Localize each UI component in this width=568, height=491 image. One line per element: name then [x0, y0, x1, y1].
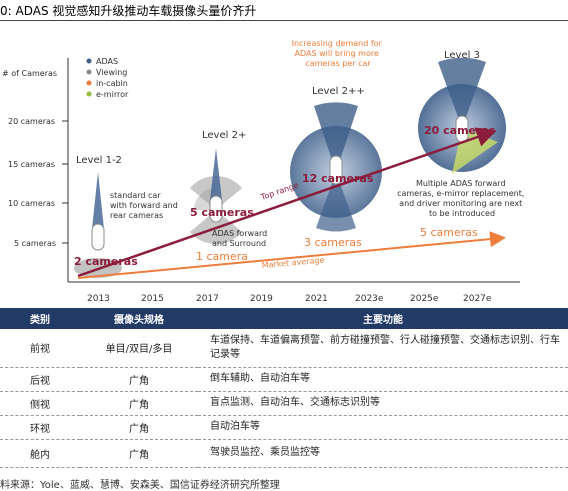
- forward-camera-cone: [92, 172, 104, 229]
- level-1-2-group: Level 1-2 standard car with forward and …: [74, 155, 180, 278]
- x-tick-label: 2025e: [410, 294, 439, 304]
- category-cell: 环视: [0, 415, 80, 440]
- figure-title: 0: ADAS 视觉感知升级推动车载摄像头量价齐升: [0, 4, 257, 18]
- title-divider: [0, 20, 568, 21]
- level-2-plus-group: Level 2+ 5 cameras ADAS forward and Surr…: [190, 130, 270, 263]
- spec-cell: 广角: [80, 415, 198, 440]
- x-tick-label: 2013: [87, 294, 110, 304]
- car-icon: [329, 155, 343, 185]
- x-tick-label: 2019: [250, 294, 273, 304]
- forward-camera-cone: [210, 148, 222, 200]
- spec-cell: 广角: [80, 439, 198, 468]
- y-tick-label: 20 cameras: [8, 117, 55, 126]
- level-1-2-desc: standard car with forward and rear camer…: [110, 191, 180, 220]
- source-note: 料来源：Yole、蓝威、慧博、安森美、国信证券经济研究所整理: [0, 480, 280, 491]
- function-cell: 车道保持、车道偏离预警、前方碰撞预警、行人碰撞预警、交通标志识别、行车记录等: [198, 329, 568, 368]
- car-icon: [91, 223, 105, 251]
- function-cell: 自动泊车等: [198, 415, 568, 440]
- category-cell: 侧视: [0, 391, 80, 416]
- function-cell: 倒车辅助、自动泊车等: [198, 367, 568, 392]
- x-tick-label: 2017: [196, 294, 219, 304]
- level-count: 2 cameras: [74, 255, 138, 268]
- level-2-plus-desc: ADAS forward and Surround: [212, 229, 270, 248]
- table-row: 前视 单目/双目/多目 车道保持、车道偏离预警、前方碰撞预警、行人碰撞预警、交通…: [0, 329, 568, 368]
- table-row: 后视 广角 倒车辅助、自动泊车等: [0, 367, 568, 392]
- spec-cell: 广角: [80, 391, 198, 416]
- legend-label: Viewing: [96, 68, 127, 77]
- x-axis: 2013 2015 2017 2019 2021 2023e 2025e 202…: [68, 281, 520, 304]
- market-count: 1 camera: [196, 250, 248, 263]
- level-count: 5 cameras: [190, 206, 254, 219]
- function-cell: 盲点监测、自动泊车、交通标志识别等: [198, 391, 568, 416]
- demand-note: Increasing demand for ADAS will bring mo…: [292, 39, 385, 68]
- market-average-label: Market average: [261, 256, 324, 270]
- level-name: Level 3: [444, 50, 480, 61]
- table-header-row: 类别 摄像头规格 主要功能: [0, 308, 568, 329]
- legend-label: ADAS: [96, 57, 118, 66]
- y-tick-label: 15 cameras: [8, 160, 55, 169]
- table-row: 环视 广角 自动泊车等: [0, 415, 568, 440]
- spec-cell: 单目/双目/多目: [80, 329, 198, 368]
- y-axis: # of Cameras 20 cameras 15 cameras 10 ca…: [2, 58, 69, 282]
- legend: ADAS Viewing in-cabin e-mirror: [86, 57, 129, 99]
- spec-cell: 广角: [80, 367, 198, 392]
- car-icon: [209, 195, 223, 223]
- x-tick-label: 2015: [141, 294, 164, 304]
- table-row: 侧视 广角 盲点监测、自动泊车、交通标志识别等: [0, 391, 568, 416]
- category-cell: 前视: [0, 329, 80, 368]
- x-tick-label: 2023e: [355, 294, 384, 304]
- x-tick-label: 2021: [305, 294, 328, 304]
- function-cell: 驾驶员监控、乘员监控等: [198, 439, 568, 468]
- camera-function-table: 类别 摄像头规格 主要功能 前视 单目/双目/多目 车道保持、车道偏离预警、前方…: [0, 308, 568, 468]
- legend-adas-dot: [86, 58, 92, 64]
- legend-viewing-dot: [86, 69, 92, 75]
- legend-in-cabin-dot: [86, 80, 92, 86]
- level-3-group: Level 3 20 cameras Multiple ADAS forward…: [397, 50, 527, 239]
- legend-e-mirror-dot: [86, 91, 92, 97]
- level-3-desc: Multiple ADAS forward cameras, e-mirror …: [397, 179, 527, 218]
- y-tick-label: 5 cameras: [14, 239, 56, 248]
- legend-label: in-cabin: [96, 79, 128, 88]
- market-count: 3 cameras: [304, 236, 362, 249]
- top-range-arrow: [77, 127, 497, 278]
- legend-label: e-mirror: [96, 90, 129, 99]
- level-2-plus-plus-group: Level 2++ 12 cameras 3 cameras: [290, 86, 382, 249]
- column-header: 摄像头规格: [80, 308, 198, 329]
- level-count: 12 cameras: [302, 172, 374, 185]
- column-header: 类别: [0, 308, 80, 329]
- level-name: Level 1-2: [76, 155, 122, 166]
- camera-trend-chart: # of Cameras 20 cameras 15 cameras 10 ca…: [2, 39, 527, 304]
- table-row: 舱内 广角 驾驶员监控、乘员监控等: [0, 439, 568, 468]
- level-name: Level 2+: [202, 130, 246, 141]
- level-name: Level 2++: [312, 86, 365, 97]
- market-average-arrow: [77, 231, 506, 279]
- category-cell: 舱内: [0, 439, 80, 468]
- category-cell: 后视: [0, 367, 80, 392]
- x-tick-label: 2027e: [463, 294, 492, 304]
- market-count: 5 cameras: [420, 226, 478, 239]
- y-axis-label: # of Cameras: [2, 69, 57, 78]
- column-header: 主要功能: [198, 308, 568, 329]
- top-range-label: Top range: [259, 181, 300, 203]
- y-tick-label: 10 cameras: [8, 199, 55, 208]
